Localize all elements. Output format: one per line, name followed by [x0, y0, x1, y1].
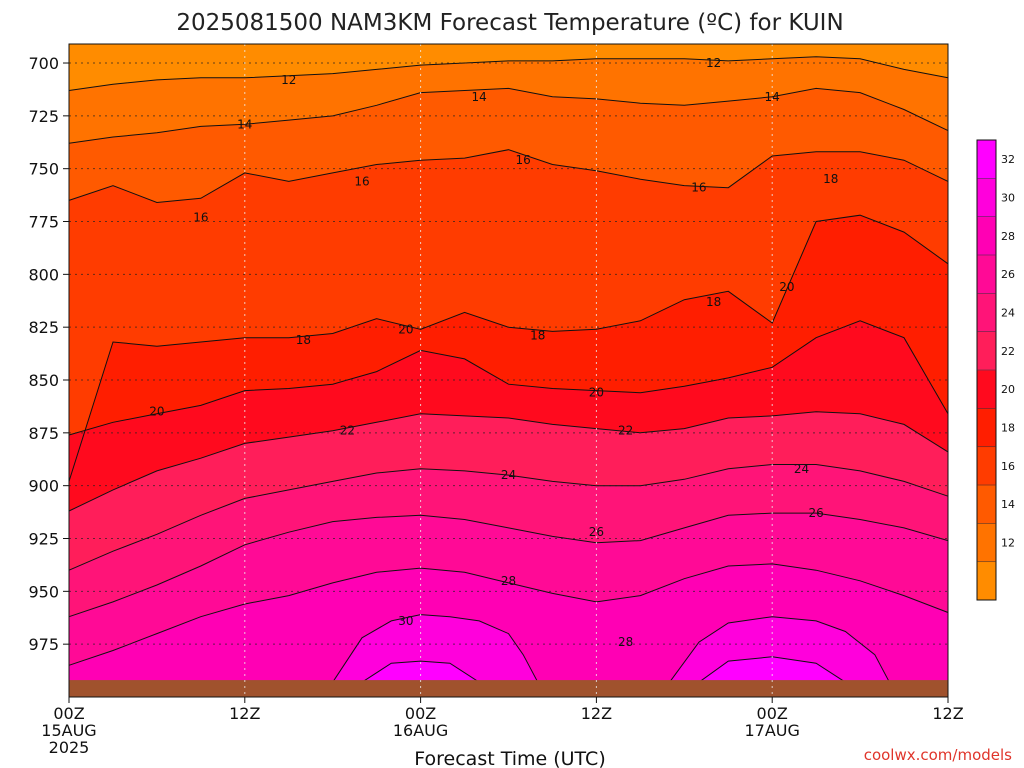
contour-label: 22: [340, 424, 355, 438]
colorbar-swatch: [977, 561, 996, 601]
colorbar-label: 18: [1001, 422, 1015, 435]
colorbar-label: 12: [1001, 537, 1015, 550]
contour-line: [68, 320, 949, 436]
credit-text: coolwx.com/models: [864, 746, 1012, 764]
contour-line: [332, 614, 539, 683]
y-tick-label: 925: [28, 530, 59, 549]
x-tick-label: 12Z: [932, 704, 963, 723]
y-tick-label: 950: [28, 582, 59, 601]
temperature-band: [362, 661, 480, 683]
y-tick-label: 800: [28, 265, 59, 284]
y-tick-label: 875: [28, 424, 59, 443]
contour-label: 24: [794, 462, 809, 476]
x-tick-date: 16AUG: [393, 721, 448, 740]
y-tick-label: 900: [28, 477, 59, 496]
contour-line: [68, 87, 949, 144]
x-tick-label: 12Z: [581, 704, 612, 723]
contour-line: [68, 411, 949, 512]
contour-label: 28: [618, 635, 633, 649]
colorbar-label: 30: [1001, 192, 1015, 205]
contour-label: 14: [237, 117, 252, 131]
colorbar-swatch: [977, 370, 996, 409]
contour-line: [669, 616, 890, 683]
contour-label: 18: [706, 295, 721, 309]
contour-line: [361, 660, 480, 683]
colorbar-label: 16: [1001, 460, 1015, 473]
colorbar-swatch: [977, 255, 996, 294]
contour-line: [68, 56, 949, 91]
colorbar-swatch: [977, 178, 996, 218]
colorbar-label: 28: [1001, 230, 1015, 243]
contour-label: 20: [398, 322, 413, 336]
contour-label: 30: [398, 614, 413, 628]
contour-label: 18: [823, 172, 838, 186]
contour-line: [68, 149, 949, 204]
y-tick-label: 825: [28, 318, 59, 337]
contour-label: 12: [281, 73, 296, 87]
colorbar-label: 24: [1001, 307, 1015, 320]
colorbar-swatch: [977, 331, 996, 371]
colorbar: 12 14 16 18 20 22 24 26 28 30 32: [976, 139, 1015, 601]
y-tick-label: 850: [28, 371, 59, 390]
chart-title: 2025081500 NAM3KM Forecast Temperature (…: [176, 10, 843, 36]
x-tick-label: 00Z: [757, 704, 788, 723]
contour-label: 14: [765, 90, 780, 104]
colorbar-label: 14: [1001, 498, 1015, 511]
temperature-band: [332, 614, 538, 683]
colorbar-swatch: [977, 408, 996, 448]
contour-label: 28: [501, 574, 516, 588]
y-tick-label: 975: [28, 635, 59, 654]
colorbar-label: 32: [1001, 153, 1015, 166]
x-axis-label: Forecast Time (UTC): [414, 748, 605, 768]
x-tick-label: 00Z: [53, 704, 84, 723]
x-tick-label: 00Z: [405, 704, 436, 723]
contour-line: [68, 512, 949, 618]
colorbar-label: 22: [1001, 345, 1015, 358]
contour-label: 20: [589, 386, 604, 400]
x-tick-year: 2025: [49, 738, 90, 757]
colorbar-swatch: [977, 485, 996, 524]
contour-label: 16: [691, 181, 706, 195]
contour-line: [68, 464, 949, 571]
plot-area: 12 12 14 14 14 16 16 16 16 18 18 18 18 20 20 20 20 22 22 24…: [68, 44, 949, 697]
contour-label: 18: [530, 329, 545, 343]
colorbar-swatch: [977, 216, 996, 256]
colorbar-label: 26: [1001, 268, 1015, 281]
colorbar-swatch: [977, 523, 996, 563]
y-tick-label: 750: [28, 160, 59, 179]
plot-frame: [68, 43, 949, 698]
colorbar-swatch: [977, 140, 996, 179]
x-tick-date: 17AUG: [744, 721, 799, 740]
y-tick-label: 725: [28, 107, 59, 126]
axes: 70072575077580082585087590092595097500Z1…: [28, 43, 964, 757]
x-tick-label: 12Z: [229, 704, 260, 723]
contour-label: 20: [779, 280, 794, 294]
contour-line: [68, 563, 949, 666]
contour-label: 16: [193, 210, 208, 224]
contour-label: 16: [516, 153, 531, 167]
surface-terrain: [69, 680, 948, 697]
contour-label: 20: [149, 405, 164, 419]
contour-label: 12: [706, 56, 721, 70]
contour-label: 26: [809, 506, 824, 520]
colorbar-swatch: [977, 293, 996, 333]
contour-label: 24: [501, 468, 516, 482]
y-tick-label: 700: [28, 54, 59, 73]
contour-label: 14: [472, 90, 487, 104]
colorbar-label: 20: [1001, 383, 1015, 396]
contour-label: 22: [618, 424, 633, 438]
contour-label: 26: [589, 525, 604, 539]
colorbar-swatch: [977, 446, 996, 486]
contour-label: 16: [354, 174, 369, 188]
y-tick-label: 775: [28, 213, 59, 232]
x-tick-date: 15AUG: [41, 721, 96, 740]
contour-label: 18: [296, 333, 311, 347]
